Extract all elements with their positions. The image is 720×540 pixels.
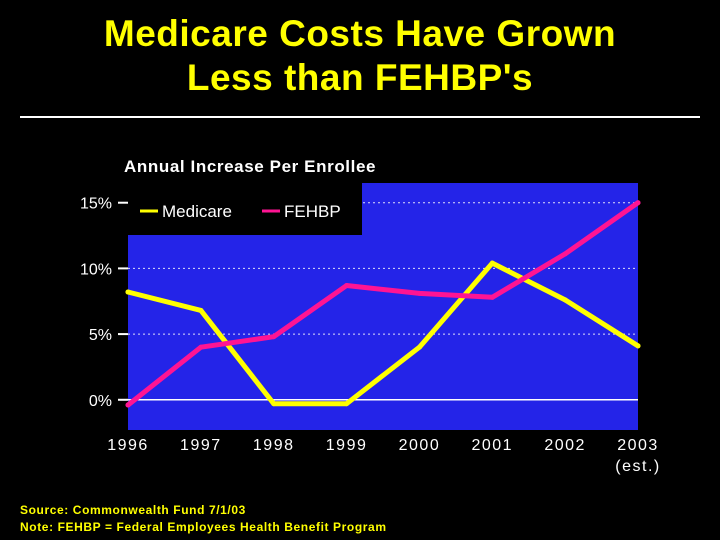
legend-label-medicare: Medicare (162, 202, 232, 221)
data-point-medicare (125, 289, 131, 295)
series-line-fehbp (125, 200, 641, 408)
x-tick-label: 1996 (107, 437, 149, 454)
data-point-medicare (271, 401, 277, 407)
x-tick-note: (est.) (615, 458, 660, 475)
data-point-fehbp (489, 294, 495, 300)
data-point-medicare (344, 401, 350, 407)
y-tick-label: 5% (89, 327, 112, 344)
data-point-fehbp (416, 290, 422, 296)
y-tick-label: 15% (80, 196, 112, 213)
x-tick-label: 2002 (544, 437, 586, 454)
source-note: Source: Commonwealth Fund 7/1/03 (20, 503, 246, 517)
x-tick-label: 2000 (399, 437, 441, 454)
footnote: Note: FEHBP = Federal Employees Health B… (20, 520, 387, 534)
slide-title-line-1: Medicare Costs Have Grown (103, 13, 617, 54)
x-tick-label: 1999 (326, 437, 368, 454)
data-point-fehbp (562, 251, 568, 257)
legend-label-fehbp: FEHBP (284, 202, 341, 221)
data-point-fehbp (125, 402, 131, 408)
legend-box (128, 183, 362, 235)
y-tick-label: 0% (89, 393, 112, 410)
data-point-fehbp (344, 282, 350, 288)
series-line-medicare (125, 260, 641, 407)
data-point-fehbp (198, 344, 204, 350)
chart-subtitle: Annual Increase Per Enrollee (124, 157, 376, 176)
data-point-fehbp (271, 334, 277, 340)
x-tick-label: 1997 (180, 437, 222, 454)
y-tick-label: 10% (80, 261, 112, 278)
data-point-medicare (489, 260, 495, 266)
slide-title-line-2: Less than FEHBP's (186, 57, 534, 98)
x-tick-label: 2003 (617, 437, 659, 454)
slide-title: Medicare Costs Have Grown Less than FEHB… (0, 12, 720, 100)
title-divider (20, 116, 700, 118)
data-point-medicare (635, 343, 641, 349)
x-tick-label: 1998 (253, 437, 295, 454)
data-point-medicare (416, 344, 422, 350)
data-point-medicare (562, 297, 568, 303)
data-point-medicare (198, 307, 204, 313)
data-point-fehbp (635, 200, 641, 206)
x-tick-label: 2001 (471, 437, 513, 454)
